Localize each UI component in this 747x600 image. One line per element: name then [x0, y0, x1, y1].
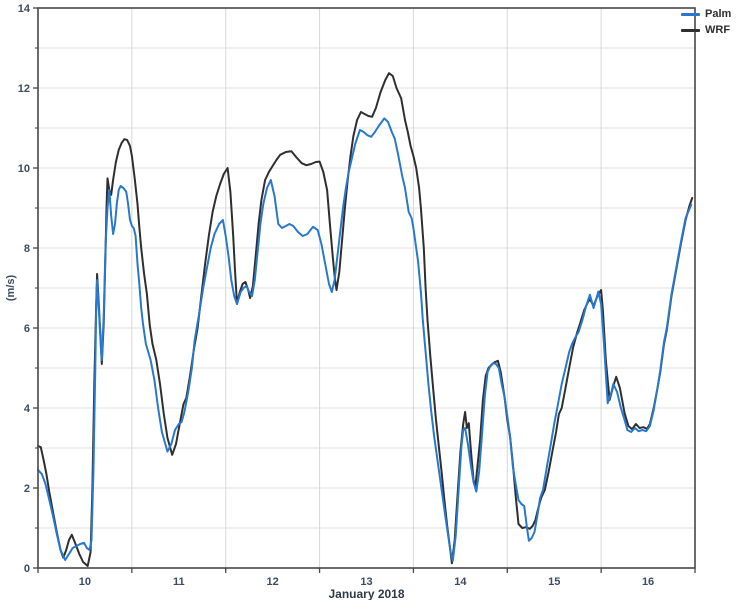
- x-tick-label: 16: [642, 576, 654, 588]
- x-tick-label: 12: [267, 576, 279, 588]
- palm-line-swatch: [681, 12, 700, 16]
- y-tick-label: 12: [18, 83, 30, 95]
- y-tick-label: 4: [24, 403, 31, 415]
- y-tick-label: 6: [24, 323, 30, 335]
- legend-item-wrf: WRF: [681, 23, 731, 37]
- series-line-palm: [37, 117, 693, 562]
- legend-item-palm: Palm: [681, 7, 731, 21]
- wrf-line-swatch: [681, 28, 700, 32]
- x-tick-label: 15: [548, 576, 560, 588]
- series-line-wrf: [37, 72, 694, 567]
- y-axis-title: (m/s): [5, 275, 17, 302]
- x-axis-title: January 2018: [328, 587, 404, 600]
- legend-label-palm: Palm: [705, 7, 732, 20]
- y-tick-label: 10: [18, 163, 30, 175]
- y-tick-label: 2: [24, 483, 30, 495]
- x-tick-label: 14: [454, 576, 467, 588]
- x-tick-label: 13: [360, 576, 372, 588]
- y-tick-label: 14: [18, 3, 31, 15]
- y-tick-label: 8: [24, 243, 30, 255]
- y-tick-label: 0: [24, 563, 30, 575]
- x-tick-label: 10: [79, 576, 91, 588]
- legend: Palm WRF: [681, 7, 731, 37]
- legend-label-wrf: WRF: [705, 23, 731, 36]
- x-tick-label: 11: [173, 576, 185, 588]
